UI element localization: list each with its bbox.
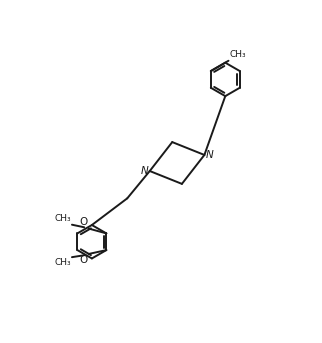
Text: CH₃: CH₃: [54, 259, 71, 268]
Text: CH₃: CH₃: [230, 50, 246, 59]
Text: N: N: [206, 150, 213, 160]
Text: N: N: [141, 166, 148, 176]
Text: CH₃: CH₃: [54, 214, 71, 223]
Text: O: O: [79, 217, 87, 227]
Text: O: O: [79, 255, 87, 265]
